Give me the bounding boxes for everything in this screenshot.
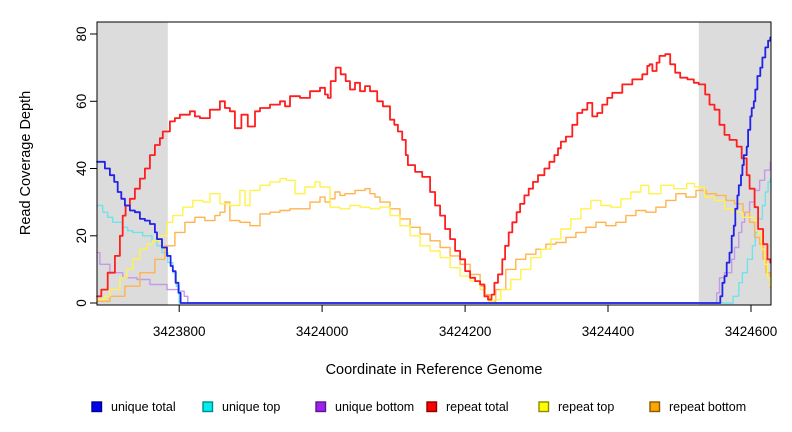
series-line-repeat-total [96,53,772,301]
shaded-region [698,22,771,305]
y-tick-label: 20 [74,228,89,243]
shaded-regions-layer [97,22,771,305]
shaded-region [97,22,168,305]
legend-label-unique-bottom: unique bottom [335,400,415,414]
y-axis-label: Read Coverage Depth [18,91,34,235]
legend-label-repeat-top: repeat top [558,400,615,414]
legend-label-repeat-bottom: repeat bottom [669,400,747,414]
y-tick-label: 80 [74,26,89,41]
legend-item-unique-total: unique total [91,400,176,414]
legend-item-repeat-bottom: repeat bottom [649,400,746,414]
legend-item-repeat-total: repeat total [426,400,509,414]
y-tick-label: 40 [74,161,89,176]
x-axis-label: Coordinate in Reference Genome [326,362,543,378]
x-tick-label: 3423800 [153,324,206,339]
legend-item-unique-top: unique top [202,400,280,414]
series-line-unique-total [96,36,772,304]
legend-swatch-repeat-bottom-icon [649,401,661,413]
series-line-repeat-bottom [96,188,771,302]
axis-ticks-layer: 3423800 3424000 3424200 3424400 3424600 0 20 40… [74,26,777,339]
legend-item-repeat-top: repeat top [538,400,614,414]
legend-swatch-repeat-total-icon [426,401,438,413]
legend-label-unique-top: unique top [222,400,281,414]
x-tick-label: 3424000 [296,324,349,339]
legend-label-repeat-total: repeat total [446,400,509,414]
x-tick-label: 3424400 [582,324,635,339]
legend-swatch-unique-bottom-icon [315,401,327,413]
legend-swatch-unique-top-icon [202,401,214,413]
y-tick-label: 0 [74,299,89,307]
legend: unique total unique top unique bottom re… [0,398,792,422]
legend-swatch-unique-total-icon [91,401,103,413]
legend-item-unique-bottom: unique bottom [315,400,414,414]
legend-swatch-repeat-top-icon [538,401,550,413]
plot-border [96,21,772,306]
y-tick-label: 60 [74,94,89,109]
x-tick-label: 3424600 [725,324,778,339]
series-lines-layer [96,36,772,304]
series-line-repeat-top [96,177,771,302]
series-line-unique-bottom [96,161,771,304]
x-tick-label: 3424200 [439,324,492,339]
legend-label-unique-total: unique total [111,400,176,414]
